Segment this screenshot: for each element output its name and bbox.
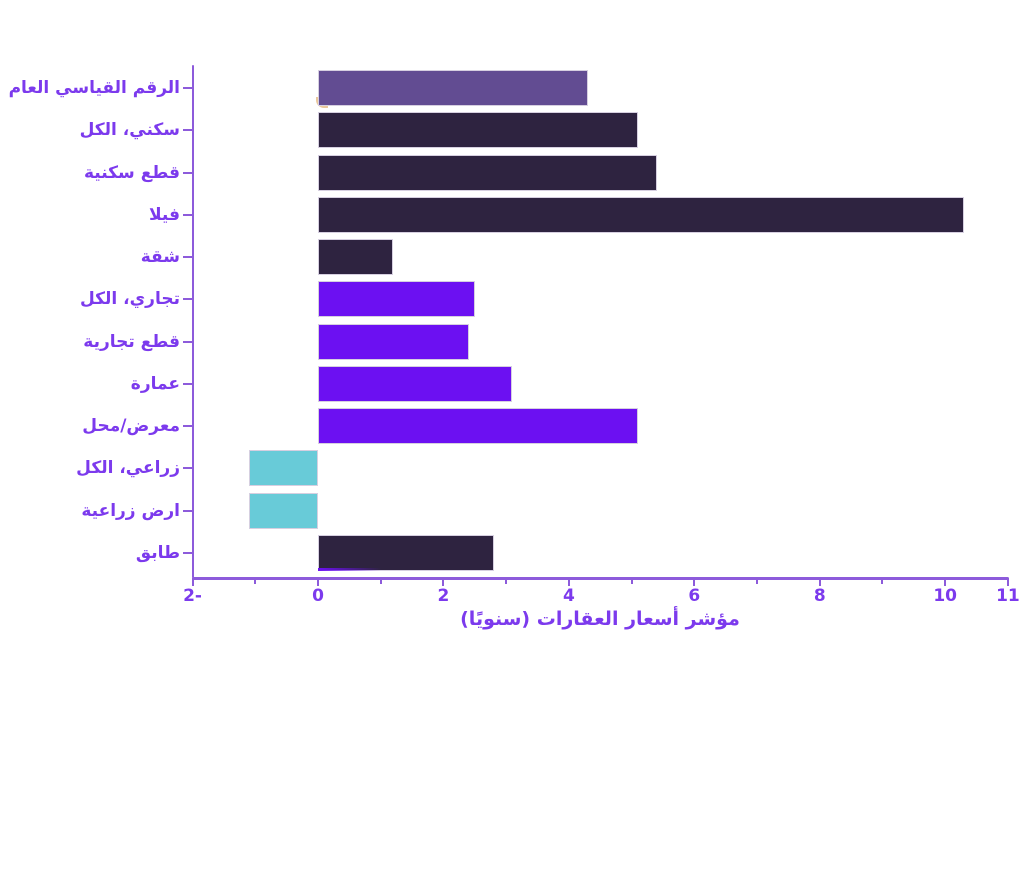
- bar-row-6[interactable]: [318, 323, 469, 360]
- x-minor-tick-mark: [756, 578, 759, 584]
- y-tick-mark: [182, 551, 192, 554]
- x-axis-title: مؤشر أسعار العقارات (سنويًا): [460, 608, 740, 630]
- y-axis-label: الرقم القياسي العام: [8, 78, 180, 98]
- x-minor-tick-mark: [881, 578, 884, 584]
- y-axis-label: قطع تجارية: [83, 331, 180, 352]
- x-minor-tick-mark: [630, 578, 633, 584]
- y-axis-label: شقة: [140, 247, 180, 268]
- purple-underline-artifact: [318, 567, 381, 571]
- bar-row-2[interactable]: [318, 154, 657, 191]
- x-tick-mark: [442, 578, 445, 586]
- bar-row-11[interactable]: [318, 534, 494, 571]
- bar-chart-plot: الرقم القياسي العام سكني، الكل قطع سكنية في…: [8, 65, 1020, 606]
- bar-row-4[interactable]: [318, 239, 394, 276]
- x-tick-mark: [317, 578, 319, 586]
- y-axis-label: تجاري، الكل: [79, 289, 180, 310]
- y-tick-mark: [182, 256, 192, 259]
- y-axis-label: زراعي، الكل: [76, 458, 180, 479]
- x-tick-mark: [191, 578, 194, 586]
- y-tick-mark: [182, 87, 192, 89]
- y-axis-label: سكني، الكل: [79, 120, 180, 141]
- y-tick-mark: [182, 298, 192, 301]
- y-tick-mark: [182, 425, 192, 428]
- x-minor-tick-mark: [505, 578, 508, 584]
- x-tick-mark: [693, 578, 696, 586]
- y-tick-mark: [182, 213, 192, 216]
- bar-row-8[interactable]: [318, 408, 638, 445]
- x-tick-label: 11: [996, 586, 1020, 606]
- y-axis-line: [191, 65, 194, 578]
- x-tick-label: 0: [312, 586, 324, 606]
- x-axis-line: [191, 577, 1009, 580]
- x-tick-label: 8: [813, 586, 826, 606]
- y-axis-label: طابق: [135, 542, 180, 563]
- x-tick-mark: [944, 578, 947, 586]
- x-minor-tick-mark: [379, 578, 382, 584]
- bar-row-1[interactable]: [318, 112, 638, 149]
- x-tick-mark: [818, 578, 821, 586]
- y-axis-label: عمارة: [130, 373, 180, 394]
- bar-row-0[interactable]: [318, 70, 588, 106]
- x-tick-label: 6: [688, 586, 701, 606]
- y-tick-mark: [182, 340, 192, 343]
- y-axis-label: فيلا: [149, 204, 180, 225]
- y-axis-label: ارض زراعية: [81, 500, 180, 521]
- y-tick-mark: [182, 509, 192, 512]
- bar-row-3[interactable]: [318, 196, 965, 233]
- bar-row-9[interactable]: [249, 450, 318, 487]
- y-axis-label: قطع سكنية: [83, 162, 180, 183]
- bar-row-7[interactable]: [318, 365, 513, 402]
- x-tick-label: 2: [437, 586, 450, 606]
- bar-row-5[interactable]: [318, 281, 475, 318]
- x-minor-tick-mark: [254, 578, 257, 584]
- y-axis-label: معرض/محل: [82, 416, 180, 437]
- y-tick-mark: [182, 129, 192, 132]
- y-tick-mark: [182, 467, 192, 470]
- x-tick-label: 10: [933, 586, 958, 606]
- x-tick-label: 4: [562, 586, 575, 606]
- y-tick-mark: [182, 171, 192, 174]
- bar-row-10[interactable]: [249, 492, 318, 529]
- x-tick-label: 2-: [183, 586, 202, 606]
- x-tick-mark: [567, 578, 570, 586]
- x-tick-mark: [1006, 578, 1009, 586]
- y-tick-mark: [182, 382, 192, 385]
